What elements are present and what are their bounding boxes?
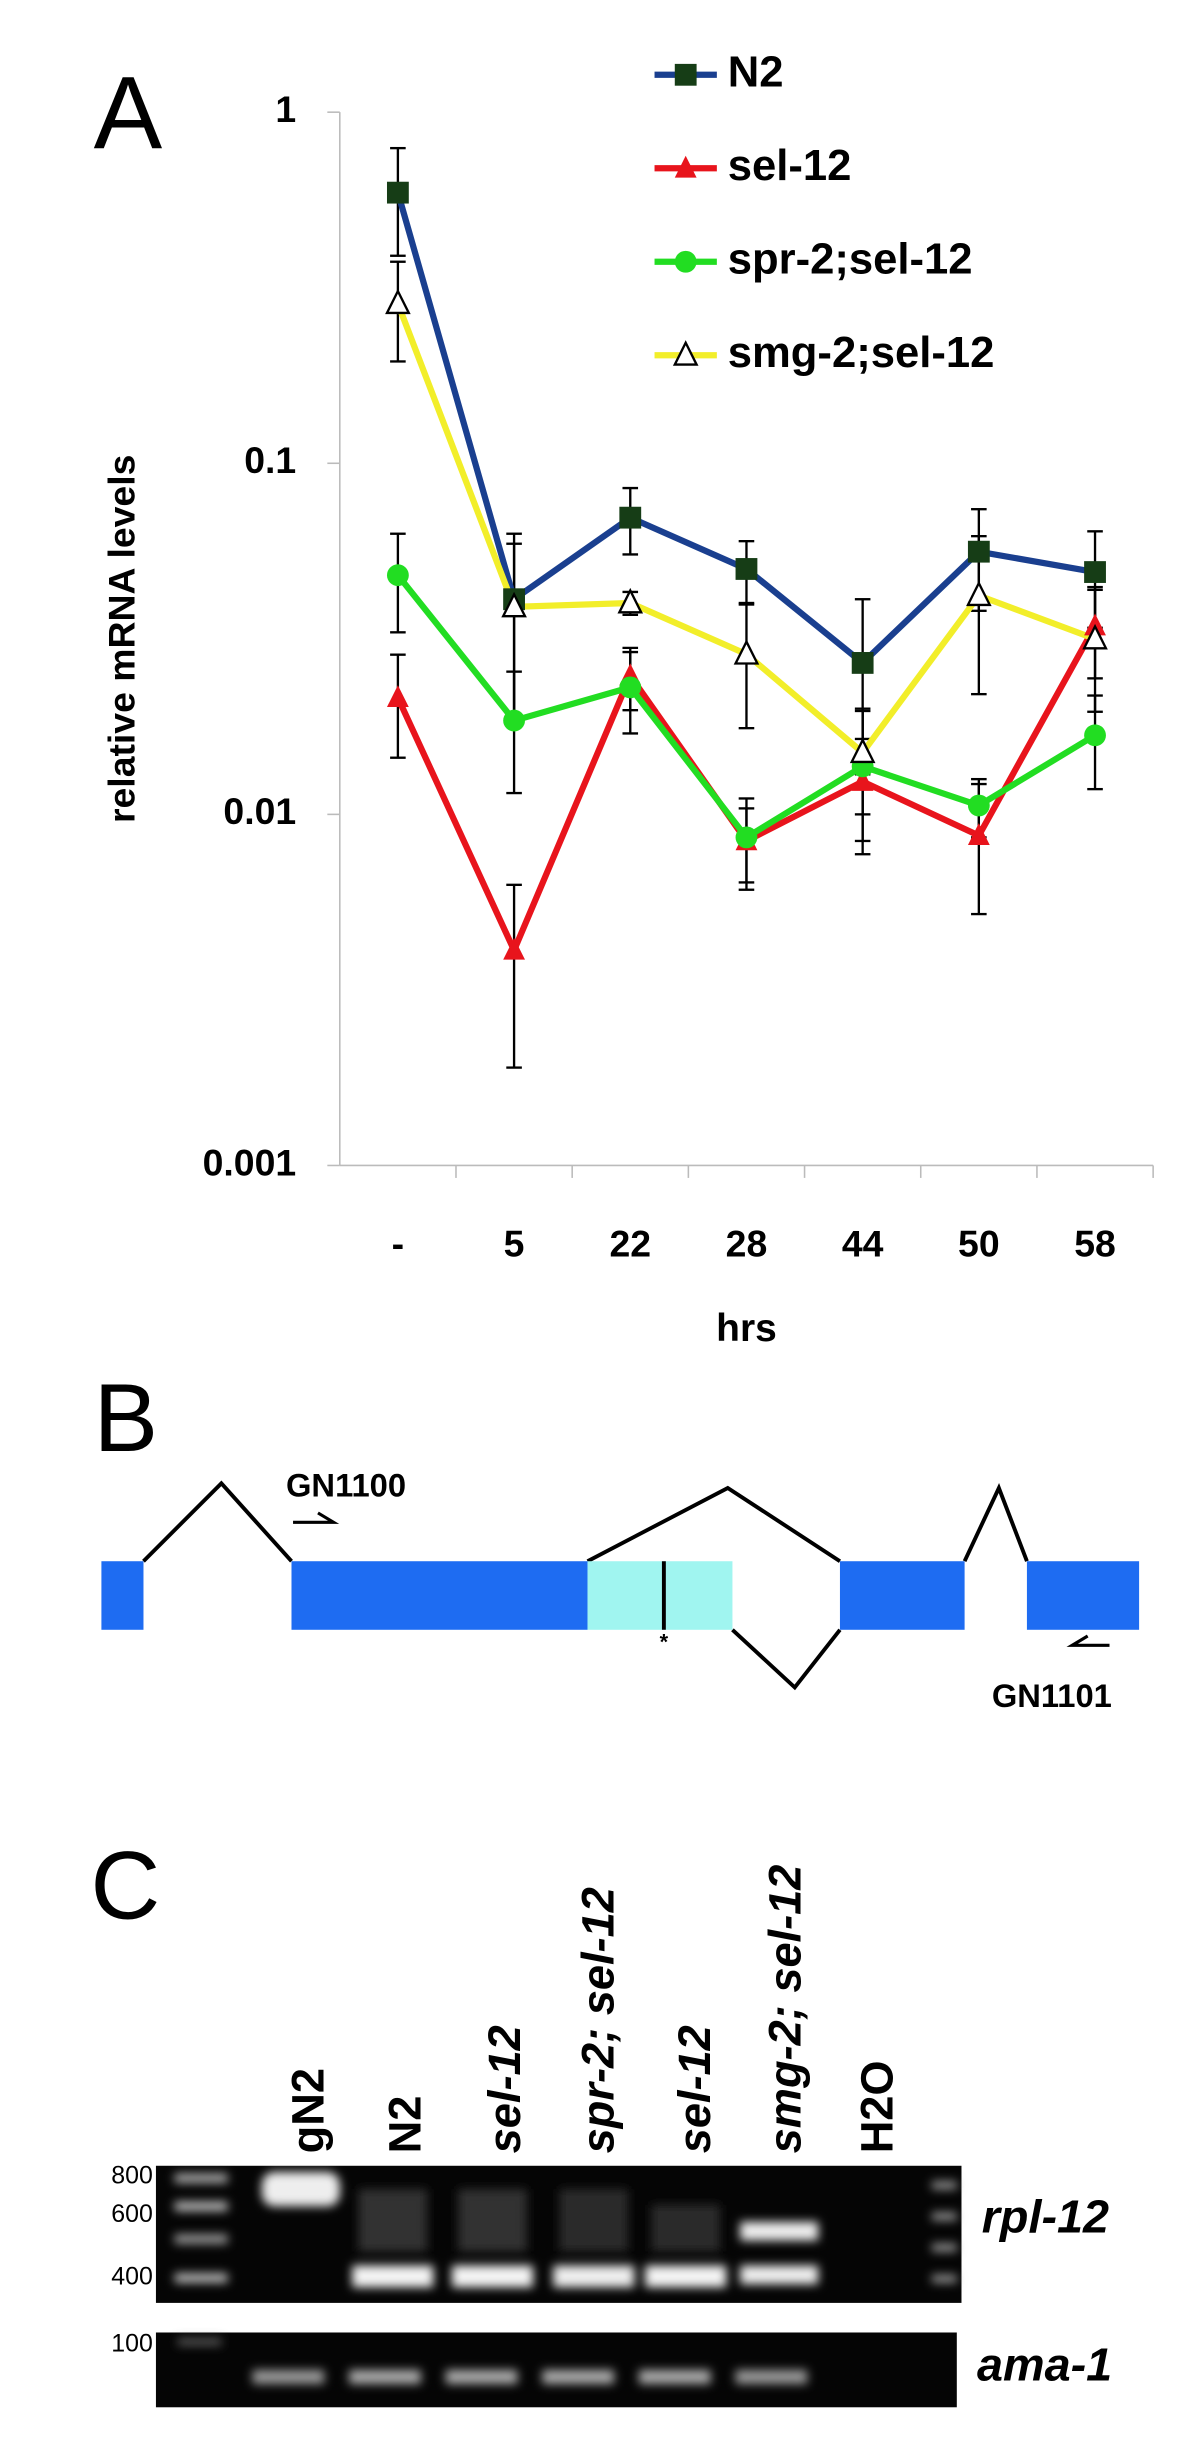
data-point xyxy=(619,676,642,699)
gene-diagram xyxy=(142,1480,1029,1691)
primer-arrow xyxy=(1066,1634,1110,1647)
mutation-label: * xyxy=(660,1630,669,1655)
data-point xyxy=(386,685,409,708)
legend-label: spr-2;sel-12 xyxy=(728,235,973,283)
size-marker: 800 xyxy=(111,2161,153,2189)
lane-label: gN2 xyxy=(283,2068,334,2153)
y-tick-label: 1 xyxy=(275,88,296,130)
legend-label: smg-2;sel-12 xyxy=(728,329,995,377)
legend-label: sel-12 xyxy=(728,142,852,190)
x-tick-label: 44 xyxy=(842,1222,884,1264)
data-point xyxy=(501,591,527,618)
data-point xyxy=(735,826,758,849)
primer-arrow xyxy=(293,1511,340,1524)
legend-label: N2 xyxy=(728,48,784,96)
lane-label: H2O xyxy=(851,2060,902,2153)
data-point xyxy=(385,288,411,315)
intron xyxy=(142,1480,293,1563)
legend-marker xyxy=(674,63,697,86)
data-point xyxy=(619,506,642,529)
data-point xyxy=(851,652,874,674)
legend-marker xyxy=(674,155,697,178)
data-point xyxy=(967,823,990,845)
x-tick-label: 28 xyxy=(726,1222,768,1264)
legend-marker xyxy=(674,250,697,273)
data-point xyxy=(733,639,760,665)
alt-exon xyxy=(587,1561,733,1630)
x-tick-label: 5 xyxy=(504,1222,525,1264)
size-marker: 100 xyxy=(111,2330,153,2358)
panel-label: B xyxy=(94,1365,158,1472)
x-tick-label: 58 xyxy=(1074,1222,1116,1264)
data-point xyxy=(967,794,990,817)
data-point xyxy=(617,587,644,614)
y-axis-label: relative mRNA levels xyxy=(101,455,143,823)
lane-label: spr-2; sel-12 xyxy=(572,1887,623,2153)
lane-label: sel-12 xyxy=(479,2025,530,2153)
exon xyxy=(1026,1561,1140,1630)
data-point xyxy=(1082,623,1108,650)
y-tick-label: 0.1 xyxy=(244,439,296,481)
lane-label: N2 xyxy=(379,2096,430,2154)
x-axis-label: hrs xyxy=(716,1307,777,1350)
data-point xyxy=(1084,724,1106,747)
x-tick-label: 22 xyxy=(609,1222,651,1264)
data-point xyxy=(966,580,992,607)
size-marker: 400 xyxy=(111,2263,153,2291)
panel-label: C xyxy=(90,1833,160,1940)
data-point xyxy=(503,709,525,732)
gene-label: ama-1 xyxy=(977,2339,1112,2391)
lane-label: sel-12 xyxy=(669,2025,720,2153)
x-tick-label: - xyxy=(392,1222,404,1264)
x-tick-label: 50 xyxy=(958,1222,1000,1264)
panel-label: A xyxy=(94,56,163,171)
gel-bands xyxy=(174,2172,957,2384)
data-point xyxy=(851,769,874,791)
data-point xyxy=(386,564,409,587)
data-point xyxy=(849,737,876,764)
chart: 0.001 0.01 0.1 1 - 5 22 28 44 50 58 hrs relative mRN… xyxy=(101,48,1154,1350)
gene-label: rpl-12 xyxy=(982,2191,1109,2243)
intron xyxy=(962,1483,1029,1563)
data-point xyxy=(735,558,758,580)
intron xyxy=(731,1628,842,1691)
primer-label: GN1100 xyxy=(286,1467,406,1504)
lane-label: smg-2; sel-12 xyxy=(759,1865,810,2154)
size-marker: 600 xyxy=(111,2200,153,2228)
legend-marker xyxy=(672,340,699,366)
exon xyxy=(839,1561,965,1630)
exon xyxy=(291,1561,588,1630)
lane-labels: gN2 N2 sel-12 spr-2; sel-12 sel-12 smg-2; sel… xyxy=(283,1865,903,2154)
data-point xyxy=(503,937,525,960)
y-tick-label: 0.01 xyxy=(223,790,296,832)
data-point xyxy=(386,181,409,204)
intron xyxy=(586,1485,842,1563)
y-tick-label: 0.001 xyxy=(203,1141,297,1183)
exon xyxy=(101,1561,144,1630)
primer-label: GN1101 xyxy=(992,1677,1112,1714)
data-point xyxy=(1084,561,1106,583)
data-point xyxy=(967,540,990,563)
